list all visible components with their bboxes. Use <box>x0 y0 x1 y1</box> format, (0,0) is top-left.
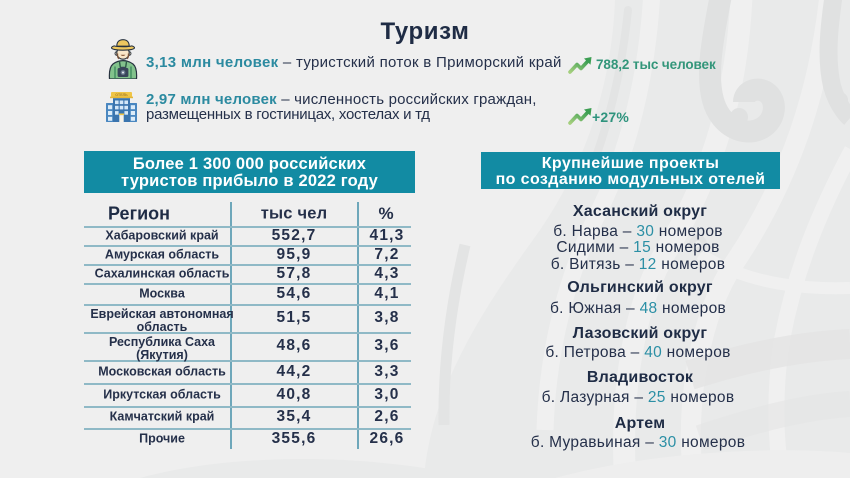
svg-text:ОТЕЛЬ: ОТЕЛЬ <box>115 93 128 97</box>
